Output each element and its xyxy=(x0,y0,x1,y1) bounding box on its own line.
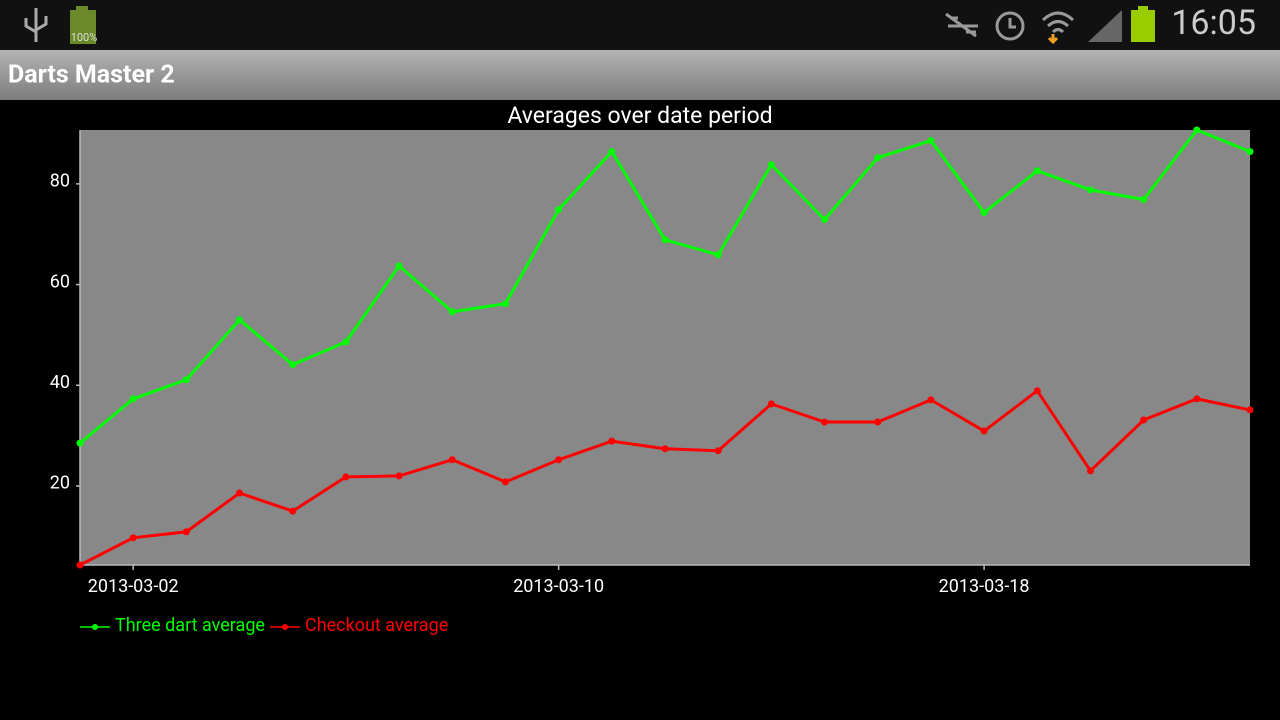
data-point xyxy=(661,236,669,244)
data-point xyxy=(1033,167,1041,175)
legend-marker xyxy=(281,624,288,630)
data-point xyxy=(767,161,775,169)
data-point xyxy=(289,507,297,515)
data-point xyxy=(236,489,244,497)
battery-icon xyxy=(1131,6,1155,42)
data-point xyxy=(927,137,935,145)
y-tick-label: 20 xyxy=(50,473,70,494)
data-point xyxy=(129,534,137,542)
plot-area xyxy=(80,130,1250,565)
data-point xyxy=(608,148,616,156)
usb-icon xyxy=(24,8,48,42)
y-tick-label: 40 xyxy=(50,372,70,393)
data-point xyxy=(501,478,509,486)
legend-label: Three dart average xyxy=(115,615,265,636)
data-point xyxy=(182,376,190,384)
data-point xyxy=(342,473,350,481)
data-point xyxy=(448,456,456,464)
data-point xyxy=(980,427,988,435)
data-point xyxy=(714,447,722,455)
data-point xyxy=(1193,126,1201,134)
status-bar xyxy=(0,0,1280,50)
data-point xyxy=(395,472,403,480)
data-point xyxy=(608,437,616,445)
data-point xyxy=(76,439,84,447)
data-point xyxy=(767,400,775,408)
y-tick-label: 80 xyxy=(50,171,70,192)
data-point xyxy=(1140,416,1148,424)
data-point xyxy=(1086,467,1094,475)
y-tick-label: 60 xyxy=(50,271,70,292)
data-point xyxy=(1193,395,1201,403)
data-point xyxy=(555,456,563,464)
data-point xyxy=(555,206,563,214)
data-point xyxy=(289,361,297,369)
data-point xyxy=(1246,406,1254,414)
data-point xyxy=(501,300,509,308)
legend-marker xyxy=(92,624,98,630)
data-point xyxy=(980,209,988,217)
app-bar xyxy=(0,50,1280,100)
app-title: Darts Master 2 xyxy=(8,61,175,90)
data-point xyxy=(821,216,829,224)
data-point xyxy=(874,418,882,426)
data-point xyxy=(874,154,882,162)
data-point xyxy=(714,251,722,259)
data-point xyxy=(76,561,84,569)
data-point xyxy=(129,395,137,403)
data-point xyxy=(1140,195,1148,203)
data-point xyxy=(1246,148,1254,156)
x-tick-label: 2013-03-10 xyxy=(513,576,604,597)
data-point xyxy=(342,338,350,346)
battery-percent: 100% xyxy=(71,31,98,44)
legend-label: Checkout average xyxy=(305,615,448,636)
chart-title: Averages over date period xyxy=(507,102,772,129)
download-arrow xyxy=(1047,34,1059,45)
data-point xyxy=(1086,186,1094,194)
data-point xyxy=(182,528,190,536)
x-tick-label: 2013-03-18 xyxy=(939,576,1030,597)
data-point xyxy=(448,308,456,316)
data-point xyxy=(821,418,829,426)
signal-icon xyxy=(1088,10,1122,42)
data-point xyxy=(395,262,403,270)
data-point xyxy=(661,445,669,453)
clock: 16:05 xyxy=(1171,3,1256,43)
battery-small-icon xyxy=(70,6,96,44)
status-icons xyxy=(945,11,1075,41)
data-point xyxy=(927,396,935,404)
data-point xyxy=(1033,387,1041,395)
data-point xyxy=(236,316,244,324)
x-tick-label: 2013-03-02 xyxy=(88,576,179,597)
